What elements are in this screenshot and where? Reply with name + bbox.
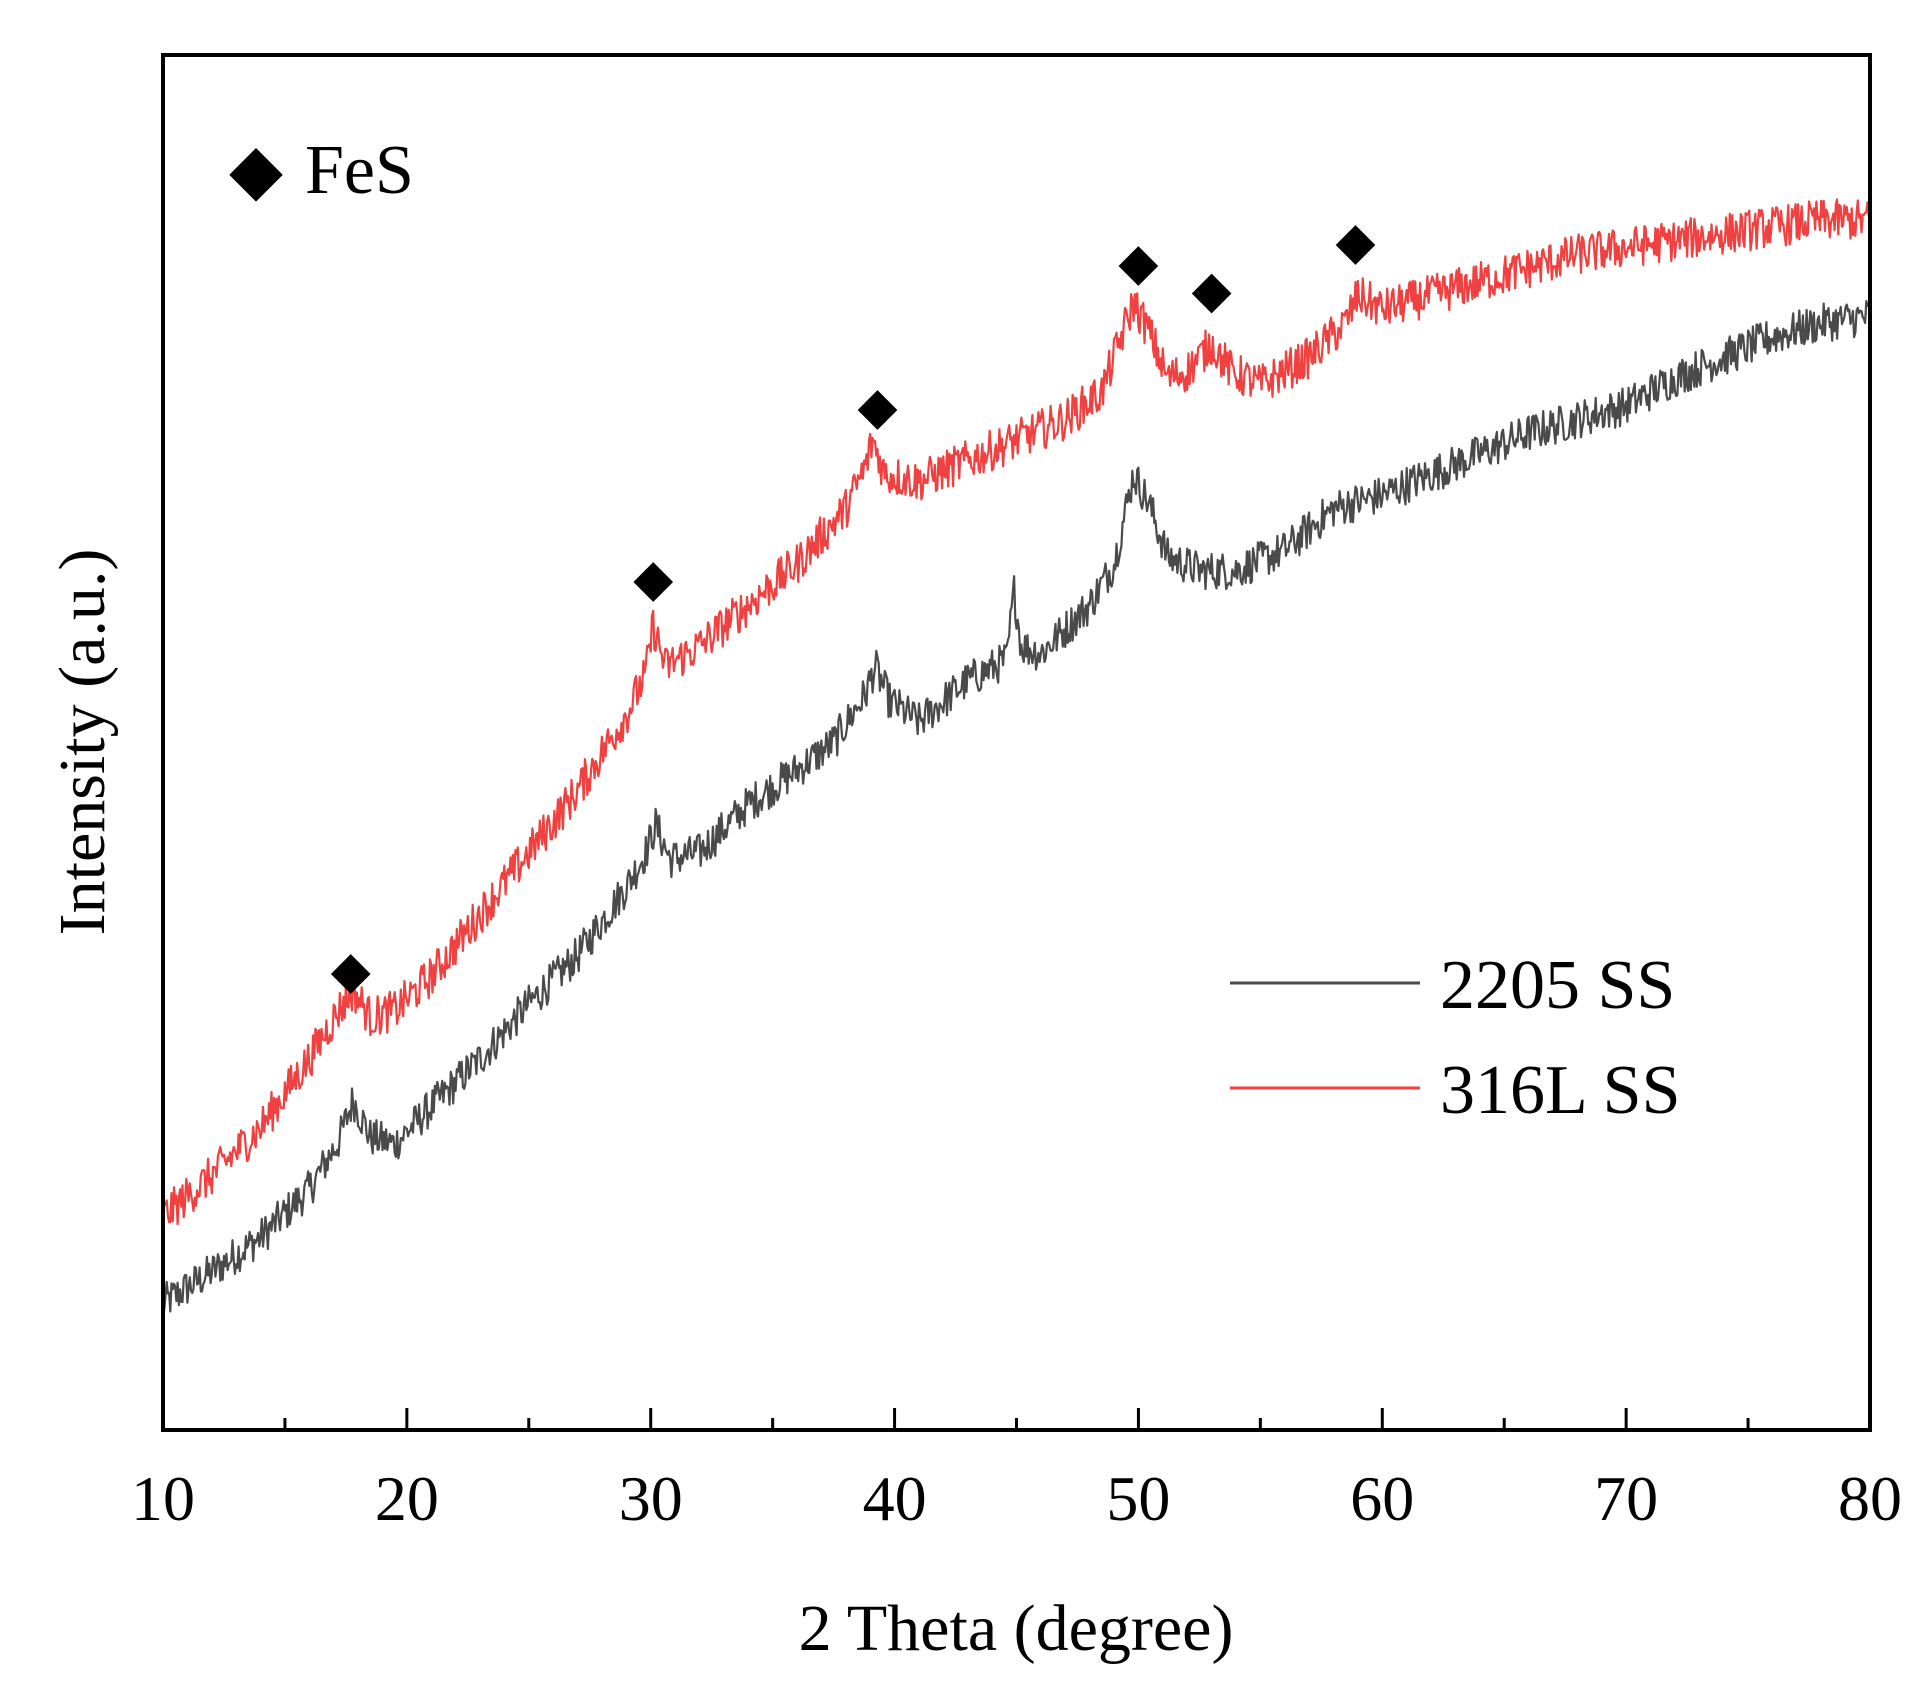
x-axis-ticks	[161, 1408, 1872, 1430]
x-tick-label-20: 20	[375, 1463, 439, 1534]
series-line-316l-ss	[161, 198, 1872, 1226]
legend-label-316l-ss: 316L SS	[1440, 1052, 1681, 1129]
x-tick-label-60: 60	[1350, 1463, 1414, 1534]
fes-peak-markers: ◆ ◆ ◆ ◆ ◆ ◆	[331, 214, 1376, 1000]
series-legend: 2205 SS 316L SS	[1230, 947, 1681, 1129]
x-axis-title: 2 Theta (degree)	[799, 1592, 1234, 1665]
marker-legend-symbol: ◆	[229, 132, 283, 209]
fes-marker-2: ◆	[633, 551, 673, 608]
legend-label-2205-ss: 2205 SS	[1440, 947, 1675, 1024]
x-axis-tick-labels: 10 20 30 40 50 60 70 80	[131, 1463, 1902, 1534]
x-tick-label-40: 40	[863, 1463, 927, 1534]
series-group	[161, 198, 1872, 1313]
x-tick-label-50: 50	[1106, 1463, 1170, 1534]
x-tick-label-10: 10	[131, 1463, 195, 1534]
series-line-2205-ss	[161, 300, 1871, 1313]
x-tick-label-80: 80	[1838, 1463, 1902, 1534]
fes-marker-6: ◆	[1336, 214, 1376, 271]
x-tick-label-70: 70	[1594, 1463, 1658, 1534]
marker-legend: ◆ FeS	[229, 132, 414, 209]
fes-marker-5: ◆	[1192, 262, 1232, 319]
fes-marker-1: ◆	[331, 942, 371, 999]
marker-legend-label: FeS	[305, 132, 414, 209]
x-tick-label-30: 30	[619, 1463, 683, 1534]
y-axis-title: Intensity (a.u.)	[46, 549, 119, 936]
fes-marker-3: ◆	[858, 379, 898, 436]
fes-marker-4: ◆	[1118, 234, 1158, 291]
